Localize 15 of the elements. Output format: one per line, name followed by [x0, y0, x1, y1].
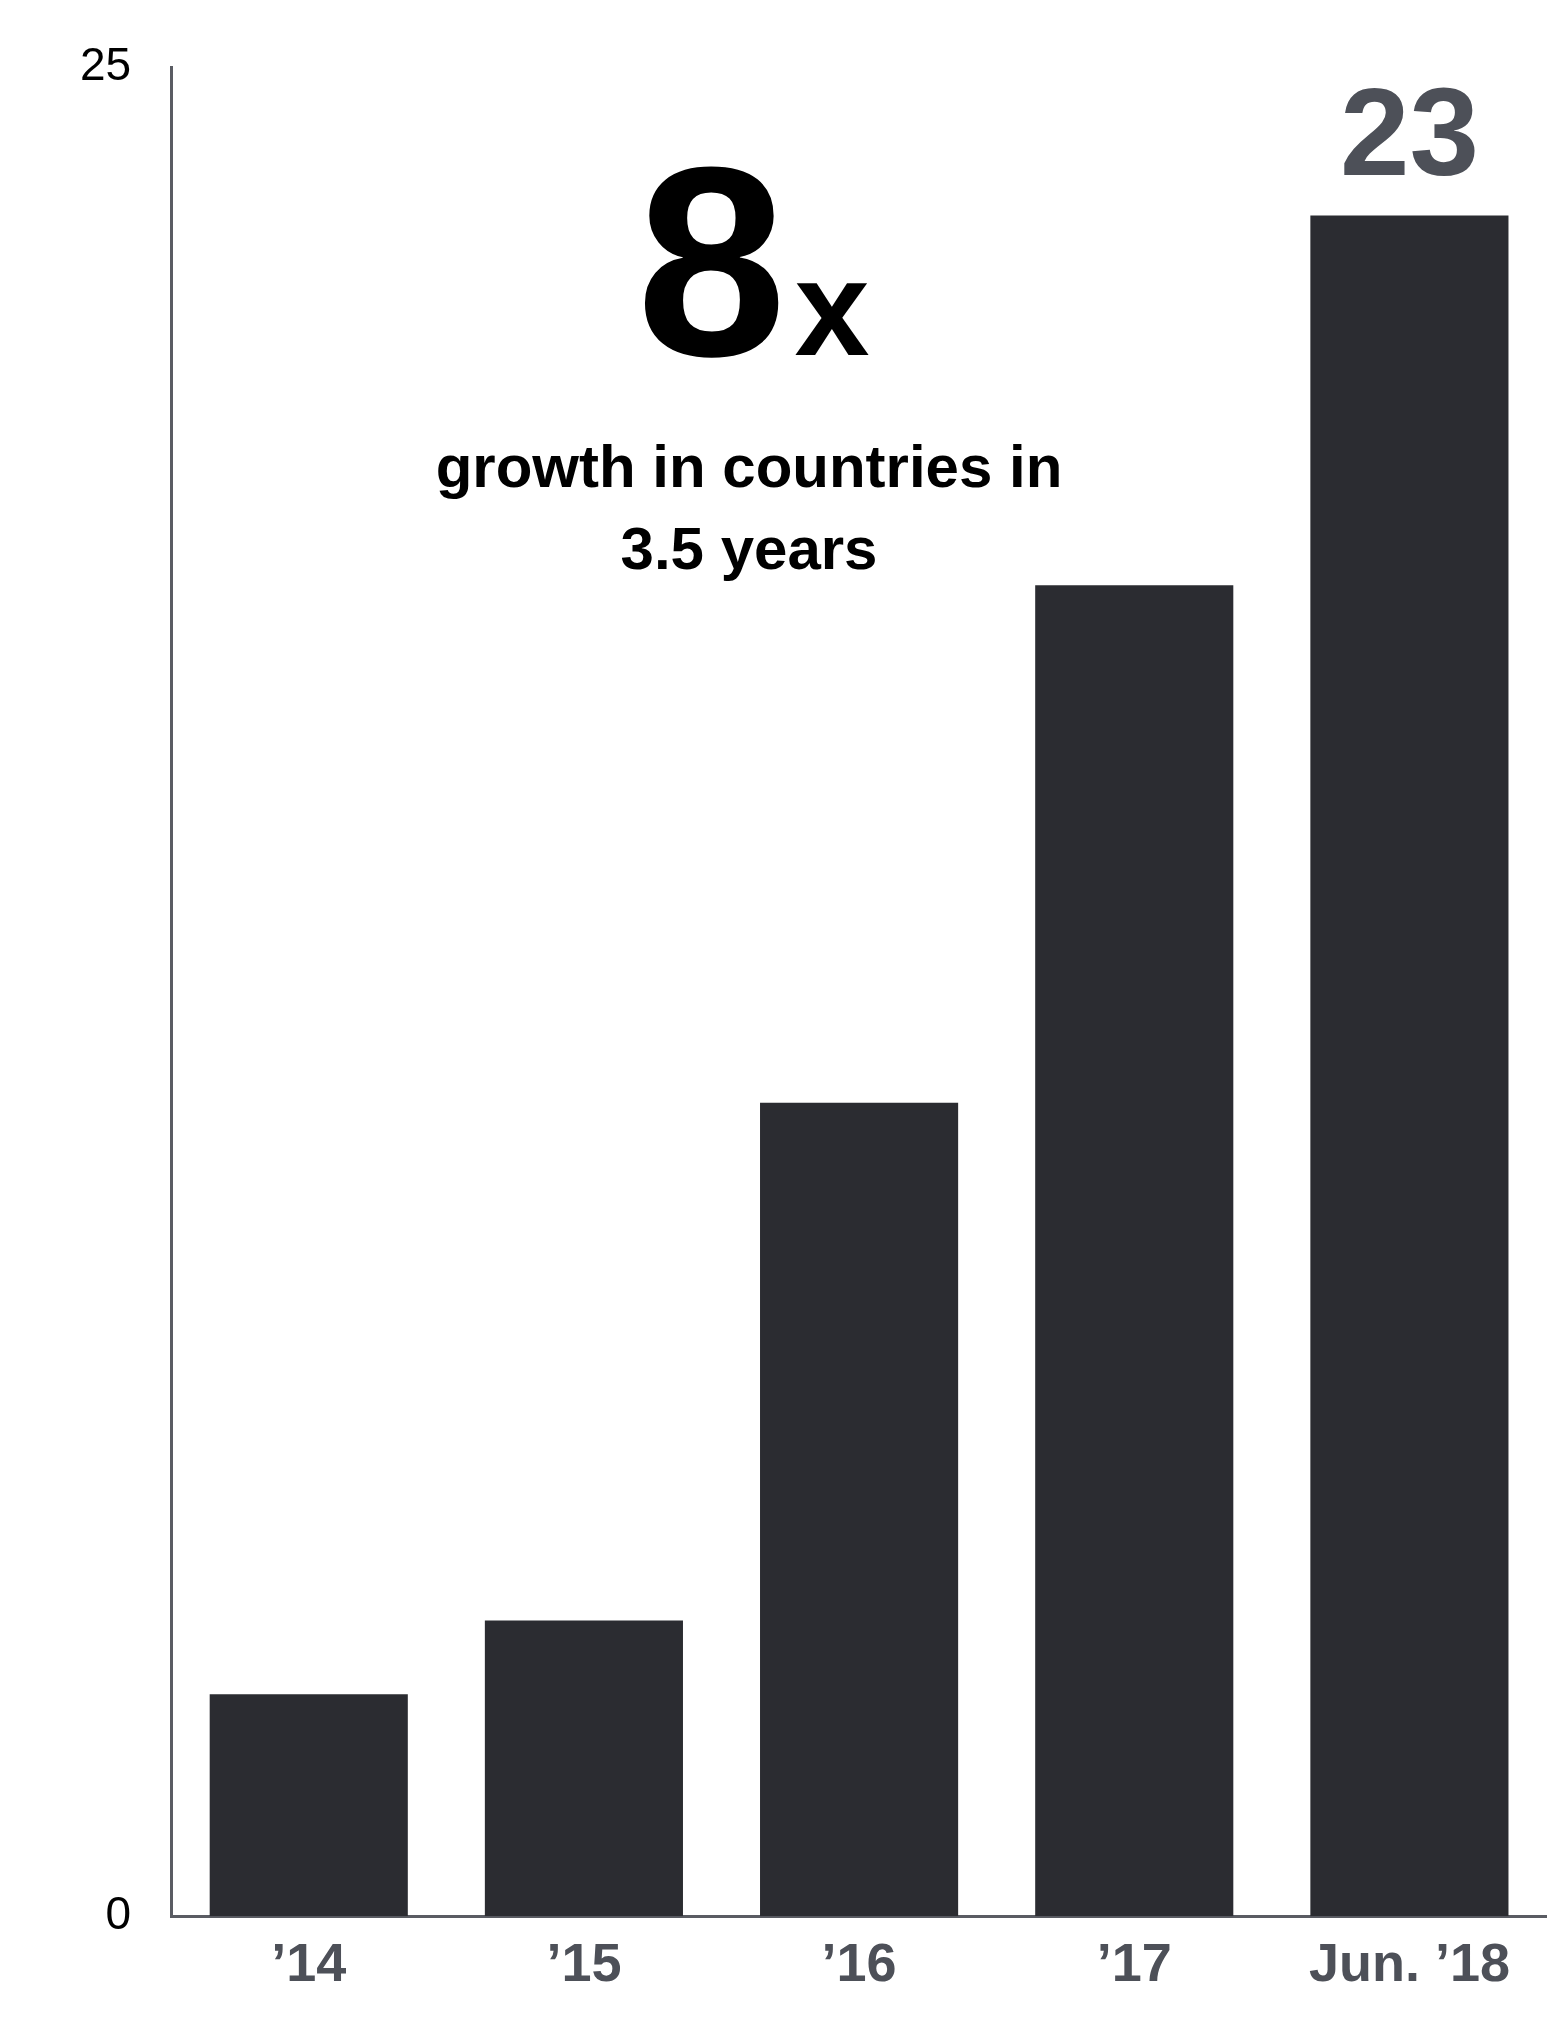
- x-tick-label: ’17: [1096, 1932, 1172, 1993]
- annotation: 8x: [636, 111, 870, 412]
- bar: [1310, 215, 1509, 1917]
- y-tick-label: 25: [79, 38, 132, 91]
- y-tick-label: 0: [105, 1886, 132, 1939]
- bar: [1035, 585, 1234, 1917]
- x-tick-label: ’14: [271, 1932, 347, 1993]
- bar: [209, 1694, 408, 1917]
- x-tick-label: Jun. ’18: [1308, 1932, 1510, 1993]
- data-label: 23: [1339, 62, 1479, 202]
- annotation: growth in countries in 3.5 years: [435, 433, 1063, 582]
- bar: [760, 1102, 959, 1917]
- x-tick-label: ’16: [821, 1932, 897, 1993]
- bar: [484, 1620, 683, 1917]
- x-tick-label: ’15: [546, 1932, 622, 1993]
